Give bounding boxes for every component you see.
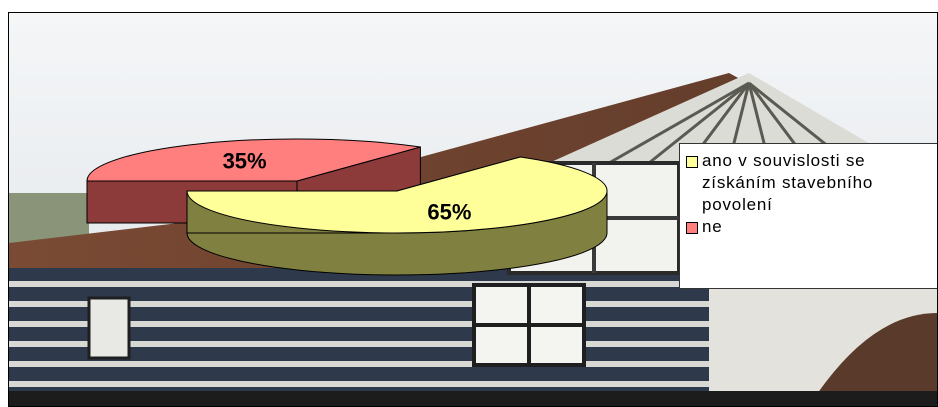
pie-slice-top-0 — [186, 156, 608, 234]
chart-area: 35% 65% ano v souvislosti se získáním sta… — [8, 12, 938, 407]
legend-label-ano: ano v souvislosti se získáním stavebního… — [702, 151, 874, 214]
pie-chart-svg: 35% 65% — [9, 13, 937, 406]
pie-slice-top-1 — [86, 138, 421, 182]
legend-swatch-ano — [686, 156, 698, 168]
legend-item-ne: ne — [686, 216, 936, 238]
pie-slice-0: 65% — [186, 156, 608, 276]
legend-item-ano: ano v souvislosti se získáním stavebního… — [686, 150, 936, 216]
pie-slice-label-0: 65% — [427, 200, 471, 225]
pie-slice-label-1: 35% — [223, 148, 267, 173]
legend-label-ne: ne — [702, 217, 723, 236]
legend: ano v souvislosti se získáním stavebního… — [679, 143, 937, 289]
pie-group: 35% 65% — [86, 138, 608, 276]
legend-swatch-ne — [686, 222, 698, 234]
